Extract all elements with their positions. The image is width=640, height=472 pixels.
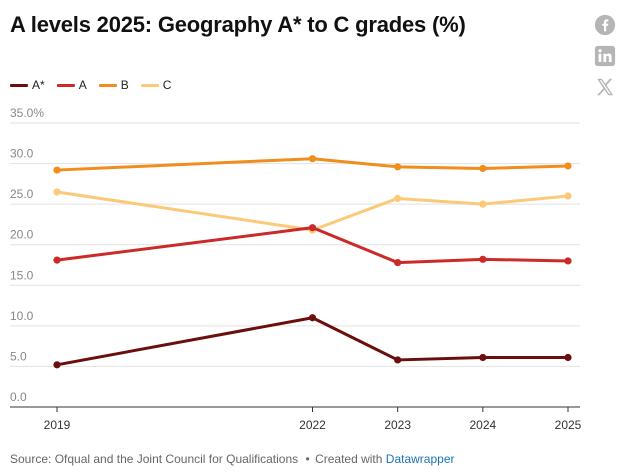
y-tick-label: 35.0% — [10, 106, 44, 120]
data-point-a — [479, 255, 487, 263]
x-icon[interactable] — [594, 76, 616, 98]
legend-label: A — [78, 78, 87, 92]
data-point-b — [394, 163, 402, 171]
x-tick-label: 2019 — [44, 418, 71, 432]
data-point-a-star — [394, 356, 402, 364]
y-tick-label: 25.0 — [10, 187, 34, 201]
data-point-b — [308, 155, 317, 163]
data-point-b — [479, 164, 487, 173]
facebook-icon[interactable] — [594, 14, 616, 36]
legend-item-c: C — [140, 78, 172, 92]
data-point-a — [308, 224, 317, 232]
data-point-a — [394, 258, 402, 267]
y-tick-label: 20.0 — [10, 228, 34, 242]
y-tick-label: 5.0 — [10, 349, 27, 363]
data-point-c — [564, 192, 572, 200]
footer-separator: • — [305, 452, 310, 466]
data-point-c — [479, 200, 487, 208]
data-point-a — [53, 256, 61, 264]
legend: A* A B C — [10, 78, 183, 92]
legend-item-a-star: A* — [10, 78, 45, 92]
chart-title: A levels 2025: Geography A* to C grades … — [10, 12, 466, 37]
data-point-c — [394, 194, 402, 203]
y-tick-label: 30.0 — [10, 147, 34, 161]
footer: Source: Ofqual and the Joint Council for… — [10, 452, 454, 466]
x-tick-label: 2024 — [469, 418, 496, 432]
data-point-a-star — [308, 314, 317, 322]
legend-swatch — [10, 83, 28, 87]
data-point-a-star — [564, 353, 572, 362]
data-point-a — [564, 257, 572, 265]
y-tick-label: 15.0 — [10, 268, 34, 282]
created-with-text: Created with — [315, 452, 383, 466]
datawrapper-link[interactable]: Datawrapper — [385, 452, 455, 466]
source-text: Source: Ofqual and the Joint Council for… — [10, 452, 299, 466]
legend-item-a: A — [56, 78, 87, 92]
legend-swatch — [140, 83, 159, 87]
legend-swatch — [56, 83, 75, 87]
legend-swatch — [98, 83, 117, 87]
legend-item-b: B — [98, 78, 129, 92]
legend-label: A* — [32, 78, 45, 92]
data-point-c — [53, 188, 61, 196]
x-tick-label: 2025 — [555, 418, 582, 432]
legend-label: B — [120, 78, 129, 92]
data-point-a-star — [479, 353, 487, 362]
legend-label: C — [162, 78, 172, 92]
x-tick-label: 2022 — [299, 418, 326, 432]
series-line-a-star — [55, 316, 570, 367]
data-point-a-star — [53, 361, 61, 369]
x-tick-label: 2023 — [384, 418, 411, 432]
data-point-b — [564, 162, 572, 170]
data-point-b — [53, 166, 61, 174]
linkedin-icon[interactable] — [594, 45, 616, 67]
y-tick-label: 0.0 — [10, 390, 27, 404]
share-buttons — [594, 14, 616, 107]
y-tick-label: 10.0 — [10, 309, 34, 323]
